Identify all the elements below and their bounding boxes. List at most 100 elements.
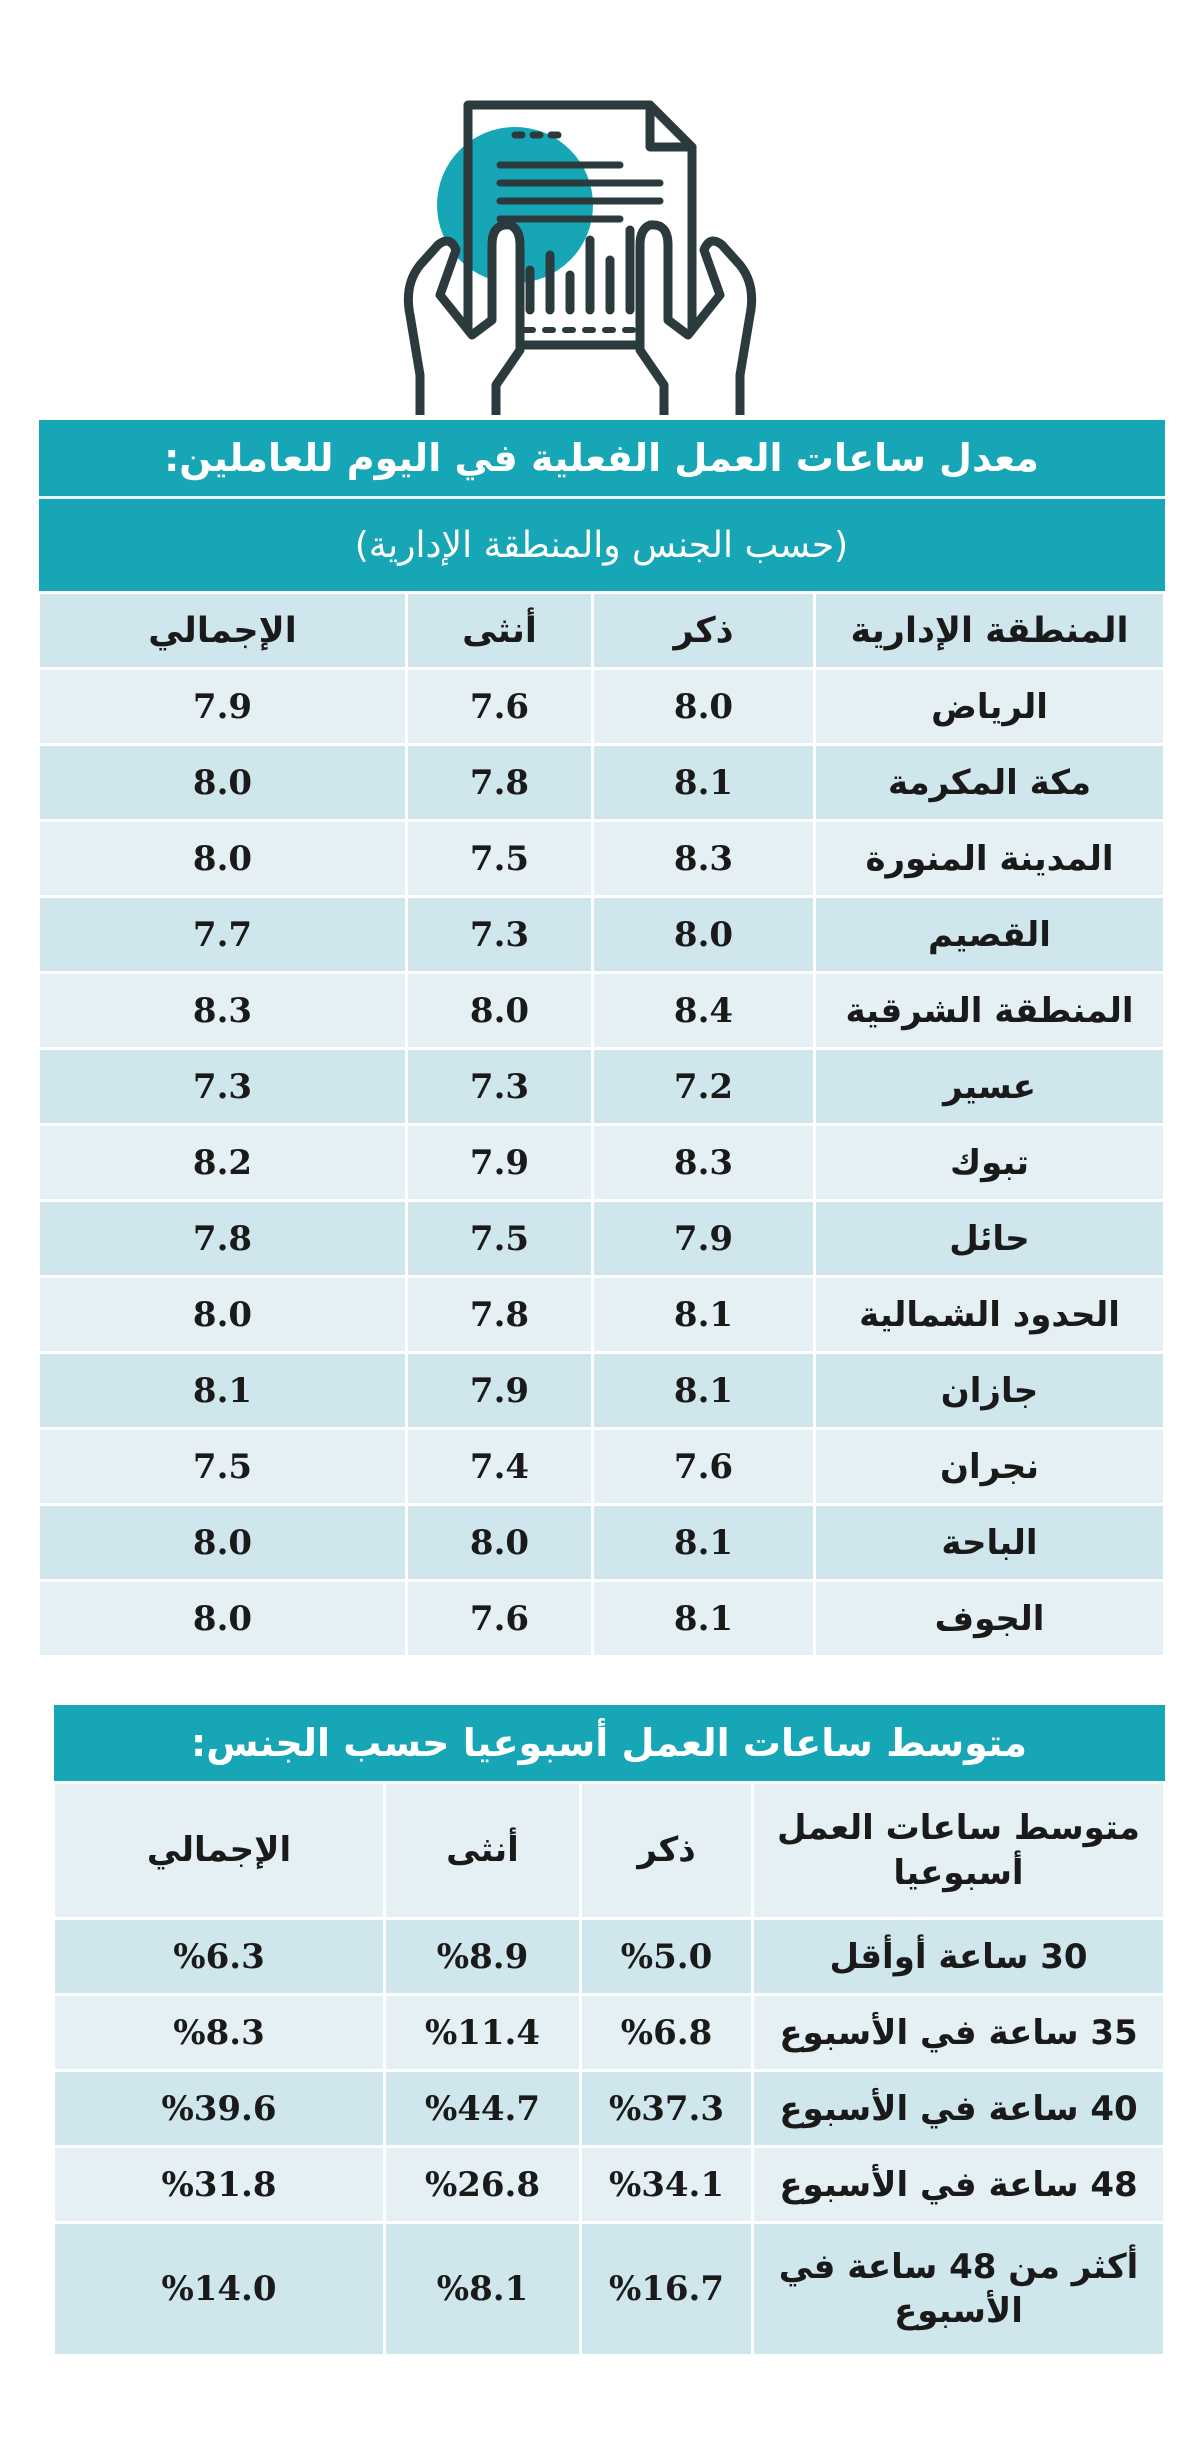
table-row: المنطقة الشرقية 8.4 8.0 8.3 (37, 971, 1166, 1050)
table-row: جازان 8.1 7.9 8.1 (37, 1351, 1166, 1430)
region-cell: الرياض (813, 667, 1166, 746)
daily-table-header: المنطقة الإدارية ذكر أنثى الإجمالي (37, 591, 1166, 670)
region-cell: نجران (813, 1427, 1166, 1506)
male-cell: 7.6 (591, 1427, 816, 1506)
total-cell: %6.3 (52, 1917, 386, 1996)
total-cell: 7.8 (37, 1199, 408, 1278)
table-row: الجوف 8.1 7.6 8.0 (37, 1579, 1166, 1658)
table-row: الحدود الشمالية 8.1 7.8 8.0 (37, 1275, 1166, 1354)
male-cell: 8.1 (591, 1579, 816, 1658)
male-cell: 8.3 (591, 819, 816, 898)
total-cell: %39.6 (52, 2069, 386, 2148)
female-cell: 7.9 (405, 1123, 594, 1202)
total-cell: 8.0 (37, 743, 408, 822)
daily-table-title: معدل ساعات العمل الفعلية في اليوم للعامل… (38, 420, 1165, 499)
male-cell: %34.1 (579, 2145, 754, 2224)
female-cell: 7.6 (405, 1579, 594, 1658)
female-cell: 8.0 (405, 1503, 594, 1582)
header-region: المنطقة الإدارية (813, 591, 1166, 670)
left-hand (403, 220, 525, 415)
table-row: مكة المكرمة 8.1 7.8 8.0 (37, 743, 1166, 822)
female-cell: %26.8 (383, 2145, 582, 2224)
male-cell: 8.1 (591, 1351, 816, 1430)
document-fold (645, 100, 697, 152)
table-row: تبوك 8.3 7.9 8.2 (37, 1123, 1166, 1202)
total-cell: 8.3 (37, 971, 408, 1050)
total-cell: 7.7 (37, 895, 408, 974)
female-cell: 7.3 (405, 1047, 594, 1126)
table-row: الرياض 8.0 7.6 7.9 (37, 667, 1166, 746)
male-cell: %6.8 (579, 1993, 754, 2072)
female-cell: %8.1 (383, 2221, 582, 2357)
region-cell: تبوك (813, 1123, 1166, 1202)
female-cell: %11.4 (383, 1993, 582, 2072)
region-cell: الحدود الشمالية (813, 1275, 1166, 1354)
total-cell: 7.3 (37, 1047, 408, 1126)
female-cell: 7.8 (405, 1275, 594, 1354)
header-weekly-hours: متوسط ساعات العمل أسبوعيا (751, 1781, 1166, 1920)
daily-hours-table: معدل ساعات العمل الفعلية في اليوم للعامل… (37, 420, 1166, 1658)
female-cell: 8.0 (405, 971, 594, 1050)
female-cell: 7.6 (405, 667, 594, 746)
document-outline (463, 100, 697, 350)
male-cell: 7.2 (591, 1047, 816, 1126)
female-cell: 7.3 (405, 895, 594, 974)
header-total: الإجمالي (37, 591, 408, 670)
region-cell: المدينة المنورة (813, 819, 1166, 898)
hours-label-cell: 30 ساعة أوأقل (751, 1917, 1166, 1996)
table-row: 40 ساعة في الأسبوع %37.3 %44.7 %39.6 (52, 2069, 1166, 2148)
region-cell: الجوف (813, 1579, 1166, 1658)
female-cell: 7.9 (405, 1351, 594, 1430)
region-cell: مكة المكرمة (813, 743, 1166, 822)
male-cell: %37.3 (579, 2069, 754, 2148)
female-cell: %8.9 (383, 1917, 582, 1996)
female-cell: 7.8 (405, 743, 594, 822)
male-cell: 8.1 (591, 743, 816, 822)
male-cell: 8.0 (591, 667, 816, 746)
male-cell: 8.1 (591, 1503, 816, 1582)
table-row: الباحة 8.1 8.0 8.0 (37, 1503, 1166, 1582)
total-cell: 7.9 (37, 667, 408, 746)
region-cell: الباحة (813, 1503, 1166, 1582)
total-cell: 8.1 (37, 1351, 408, 1430)
total-cell: 8.0 (37, 1275, 408, 1354)
header-male: ذكر (579, 1781, 754, 1920)
region-cell: جازان (813, 1351, 1166, 1430)
table-row: القصيم 8.0 7.3 7.7 (37, 895, 1166, 974)
header-male: ذكر (591, 591, 816, 670)
male-cell: 8.0 (591, 895, 816, 974)
table-row: نجران 7.6 7.4 7.5 (37, 1427, 1166, 1506)
male-cell: %5.0 (579, 1917, 754, 1996)
total-cell: %31.8 (52, 2145, 386, 2224)
table-row: حائل 7.9 7.5 7.8 (37, 1199, 1166, 1278)
female-cell: %44.7 (383, 2069, 582, 2148)
hours-label-cell: أكثر من 48 ساعة في الأسبوع (751, 2221, 1166, 2357)
weekly-table-header: متوسط ساعات العمل أسبوعيا ذكر أنثى الإجم… (52, 1781, 1166, 1920)
male-cell: 8.4 (591, 971, 816, 1050)
female-cell: 7.5 (405, 819, 594, 898)
male-cell: 8.1 (591, 1275, 816, 1354)
total-cell: 8.0 (37, 819, 408, 898)
total-cell: 8.2 (37, 1123, 408, 1202)
weekly-hours-table: متوسط ساعات العمل أسبوعيا حسب الجنس: متو… (52, 1705, 1166, 2357)
table-row: 48 ساعة في الأسبوع %34.1 %26.8 %31.8 (52, 2145, 1166, 2224)
hours-label-cell: 48 ساعة في الأسبوع (751, 2145, 1166, 2224)
table-row: 30 ساعة أوأقل %5.0 %8.9 %6.3 (52, 1917, 1166, 1996)
total-cell: 8.0 (37, 1503, 408, 1582)
total-cell: 8.0 (37, 1579, 408, 1658)
male-cell: 7.9 (591, 1199, 816, 1278)
total-cell: 7.5 (37, 1427, 408, 1506)
region-cell: المنطقة الشرقية (813, 971, 1166, 1050)
table-row: 35 ساعة في الأسبوع %6.8 %11.4 %8.3 (52, 1993, 1166, 2072)
weekly-table-title: متوسط ساعات العمل أسبوعيا حسب الجنس: (53, 1705, 1165, 1783)
bar-chart-bars (525, 225, 635, 315)
region-cell: عسير (813, 1047, 1166, 1126)
total-cell: %8.3 (52, 1993, 386, 2072)
region-cell: حائل (813, 1199, 1166, 1278)
table-row: أكثر من 48 ساعة في الأسبوع %16.7 %8.1 %1… (52, 2221, 1166, 2357)
male-cell: 8.3 (591, 1123, 816, 1202)
table-row: عسير 7.2 7.3 7.3 (37, 1047, 1166, 1126)
female-cell: 7.5 (405, 1199, 594, 1278)
table-row: المدينة المنورة 8.3 7.5 8.0 (37, 819, 1166, 898)
total-cell: %14.0 (52, 2221, 386, 2357)
